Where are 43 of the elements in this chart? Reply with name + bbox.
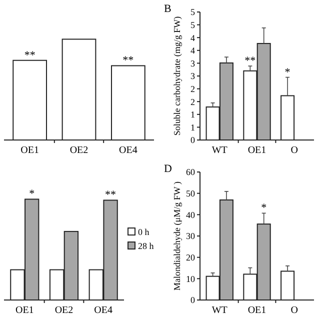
annotation: ** bbox=[105, 189, 116, 202]
annotation: * bbox=[29, 188, 35, 200]
y-tick-label: 1 bbox=[190, 110, 195, 120]
y-tick-label: 3 bbox=[190, 71, 196, 82]
y-tick-label: 3 bbox=[190, 58, 196, 68]
x-tick-label: OE1 bbox=[248, 305, 266, 316]
x-tick-label: OE2 bbox=[54, 305, 74, 316]
y-tick-label: 4 bbox=[190, 32, 196, 43]
y-tick-label: 2 bbox=[190, 84, 195, 94]
x-tick-label: OE1 bbox=[20, 145, 39, 156]
y-axis-title: Soluble carbohydrate (mg/g FW) bbox=[172, 16, 182, 136]
y-axis-title: Malondialdehyde (μM/g FW ) bbox=[172, 182, 182, 290]
chart-title: B bbox=[164, 3, 172, 15]
y-tick-label: 5 bbox=[190, 20, 196, 30]
y-tick-label: 50 bbox=[186, 188, 196, 198]
x-tick-label: OE1 bbox=[248, 145, 266, 156]
y-tick-label: 0 bbox=[190, 135, 196, 146]
x-tick-label: OE4 bbox=[119, 145, 138, 156]
y-tick-label: 1 bbox=[190, 122, 195, 132]
annotation: ** bbox=[244, 55, 256, 68]
annotation: * bbox=[284, 66, 290, 78]
x-tick-label: WT bbox=[212, 305, 228, 316]
annotation: * bbox=[261, 202, 267, 214]
y-tick-label: 4 bbox=[190, 46, 196, 56]
y-tick-label: 60 bbox=[186, 167, 196, 178]
annotation: ** bbox=[24, 49, 36, 62]
x-tick-label: OE2 bbox=[70, 145, 88, 156]
x-tick-label: O bbox=[290, 305, 298, 316]
x-tick-label: OE4 bbox=[94, 305, 113, 316]
x-tick-label: WT bbox=[212, 145, 228, 156]
x-tick-label: O bbox=[290, 145, 298, 156]
y-tick-label: 10 bbox=[186, 274, 196, 284]
annotation: ** bbox=[122, 54, 134, 67]
y-tick-label: 2 bbox=[190, 96, 195, 107]
x-tick-label: OE1 bbox=[15, 305, 34, 316]
chart-title: D bbox=[164, 163, 172, 175]
y-tick-label: 0 bbox=[190, 295, 196, 306]
y-tick-label: 5 bbox=[190, 7, 196, 18]
legend-label: 0 h bbox=[138, 227, 150, 237]
legend-label: 28 h bbox=[138, 241, 154, 251]
y-tick-label: 20 bbox=[186, 252, 196, 262]
y-tick-label: 40 bbox=[186, 210, 196, 220]
y-tick-label: 30 bbox=[186, 231, 196, 242]
